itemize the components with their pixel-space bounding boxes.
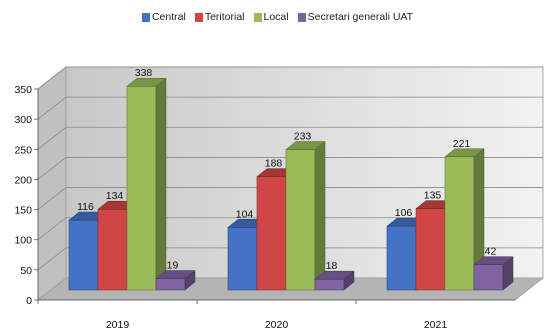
- gridline: [37, 157, 543, 180]
- bar-secretari-generali-uat-2019: [155, 270, 196, 291]
- bar-local-2020: [285, 141, 326, 291]
- bar-top: [314, 270, 355, 280]
- x-tick-label: 2020: [265, 319, 289, 331]
- legend-swatch: [141, 12, 150, 22]
- data-label-central-2019: 116: [77, 201, 94, 213]
- legend-item-teritorial: Teritorial: [194, 9, 245, 25]
- y-tick-label: 350: [14, 84, 32, 96]
- data-label-local-2019: 338: [135, 67, 153, 79]
- legend-swatch: [194, 12, 203, 22]
- bar-secretari-generali-uat-2020: [314, 270, 355, 291]
- bar-top: [155, 270, 196, 279]
- data-label-central-2020: 104: [236, 208, 254, 220]
- bar-front: [285, 149, 316, 291]
- legend-swatch: [297, 12, 306, 22]
- y-tick-label: 250: [14, 144, 32, 156]
- y-tick-label: 0: [26, 295, 32, 307]
- bar-local-2021: [444, 148, 485, 291]
- bar-front: [256, 176, 287, 291]
- gridline: [37, 217, 543, 241]
- bar-front: [97, 208, 128, 291]
- side-wall: [37, 66, 67, 301]
- bar-front: [473, 264, 504, 291]
- bar-front: [444, 156, 475, 291]
- y-tick-label: 150: [14, 205, 32, 217]
- bar-front: [415, 208, 446, 291]
- bar-front: [386, 225, 417, 291]
- gridline: [37, 66, 543, 90]
- x-tick-label: 2019: [106, 319, 130, 331]
- x-tick-label: 2021: [424, 319, 448, 331]
- chart-legend: Central Teritorial Local Secretari generali…: [0, 9, 555, 25]
- legend-label: Central: [151, 11, 186, 23]
- gridline: [37, 187, 543, 210]
- bar-front: [227, 227, 258, 291]
- y-tick-label: 100: [14, 235, 32, 247]
- y-tick-label: 50: [20, 265, 32, 277]
- legend-item-central: Central: [141, 9, 186, 25]
- bar-front: [314, 278, 345, 291]
- data-label-local-2021: 221: [453, 138, 471, 150]
- data-label-secretari-generali-uat-2019: 19: [167, 260, 179, 272]
- bar-side: [314, 141, 326, 291]
- bar-front: [68, 219, 99, 291]
- bar-side: [155, 77, 167, 291]
- data-label-teritorial-2021: 135: [424, 190, 442, 202]
- y-tick-label: 200: [14, 174, 32, 186]
- legend-item-local: Local: [253, 9, 289, 25]
- data-label-teritorial-2020: 188: [265, 158, 283, 170]
- y-tick-label: 300: [14, 114, 32, 126]
- bar-local-2019: [126, 77, 167, 291]
- gridline: [37, 247, 543, 271]
- gridline: [37, 96, 543, 120]
- legend-swatch: [253, 12, 262, 22]
- data-label-secretari-generali-uat-2021: 42: [485, 246, 497, 258]
- bar-top: [444, 148, 485, 158]
- bar-top: [285, 141, 326, 150]
- bar-secretari-generali-uat-2021: [473, 256, 514, 291]
- data-label-secretari-generali-uat-2020: 18: [326, 260, 338, 272]
- data-label-central-2021: 106: [395, 207, 413, 219]
- legend-label: Local: [263, 11, 289, 23]
- gridline: [37, 126, 543, 150]
- bar-top: [473, 256, 514, 265]
- data-label-local-2020: 233: [294, 131, 312, 143]
- legend-label: Secretari generali UAT: [307, 11, 414, 23]
- legend-item-secretari-generali-uat: Secretari generali UAT: [297, 9, 414, 25]
- bar-front: [126, 85, 157, 291]
- legend-label: Teritorial: [204, 11, 245, 23]
- bar-top: [126, 77, 167, 87]
- data-label-teritorial-2019: 134: [106, 190, 124, 202]
- bar-front: [155, 278, 186, 291]
